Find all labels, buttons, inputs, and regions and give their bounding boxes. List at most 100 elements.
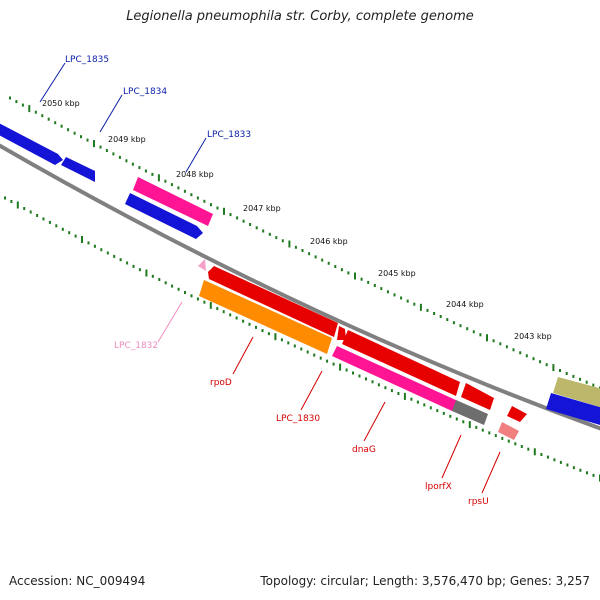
minor-tick <box>105 149 108 152</box>
minor-tick <box>248 322 251 326</box>
minor-tick <box>579 468 582 472</box>
gene-small-red-arrow[interactable] <box>337 326 346 340</box>
minor-tick <box>34 110 37 114</box>
gene-upper-unnamed[interactable] <box>125 193 203 239</box>
minor-tick <box>472 330 475 334</box>
minor-tick <box>216 206 219 210</box>
minor-tick <box>326 359 329 363</box>
gene-lporfx[interactable] <box>452 400 488 425</box>
minor-tick <box>268 232 271 236</box>
gene-rpod[interactable] <box>208 266 338 337</box>
gene-red-arrow-mid[interactable] <box>461 383 494 410</box>
gene-label-lporfx[interactable]: lporfX <box>425 482 452 492</box>
minor-tick <box>413 302 416 306</box>
minor-tick <box>373 284 376 287</box>
leader-lpc-1830 <box>300 370 323 411</box>
minor-tick <box>519 351 522 355</box>
gene-label-lpc-1834[interactable]: LPC_1834 <box>123 87 167 97</box>
gene-lpc-1835[interactable] <box>0 121 63 165</box>
gene-upper-khaki[interactable] <box>553 377 600 410</box>
gene-label-lpc-1833[interactable]: LPC_1833 <box>207 130 251 140</box>
minor-tick <box>492 339 495 343</box>
minor-tick <box>527 447 530 451</box>
kbp-label: 2050 kbp <box>42 99 80 108</box>
minor-tick <box>73 131 76 135</box>
minor-tick <box>545 363 548 367</box>
gene-magenta-lower[interactable] <box>332 346 458 411</box>
minor-tick <box>532 357 535 361</box>
gene-dnag[interactable] <box>342 330 460 396</box>
minor-tick <box>306 350 309 354</box>
minor-tick <box>190 294 193 298</box>
minor-tick <box>439 315 442 318</box>
gene-label-lpc-1832[interactable]: LPC_1832 <box>114 341 158 351</box>
minor-tick <box>499 342 502 346</box>
minor-tick <box>216 307 219 311</box>
minor-tick <box>442 411 445 415</box>
minor-tick <box>347 271 350 275</box>
minor-tick <box>390 389 393 393</box>
minor-tick <box>203 199 206 203</box>
minor-tick <box>327 261 330 265</box>
gene-upper-blue-right[interactable] <box>546 393 600 428</box>
minor-tick <box>494 434 497 438</box>
minor-tick <box>479 333 482 337</box>
minor-tick <box>475 425 478 429</box>
minor-tick <box>99 145 102 149</box>
minor-tick <box>118 155 121 159</box>
minor-tick <box>42 217 45 221</box>
minor-tick <box>242 319 245 323</box>
major-tick <box>93 140 95 148</box>
minor-tick <box>501 436 504 440</box>
gene-label-dnag[interactable]: dnaG <box>352 445 376 455</box>
minor-tick <box>183 189 186 193</box>
kbp-label: 2044 kbp <box>446 300 484 309</box>
minor-tick <box>280 338 283 342</box>
gene-label-lpc-1835[interactable]: LPC_1835 <box>65 55 109 65</box>
minor-tick <box>426 308 429 312</box>
major-tick <box>288 240 291 248</box>
minor-tick <box>410 397 413 401</box>
minor-tick <box>371 380 374 384</box>
leader-lpc-1833 <box>185 137 207 173</box>
minor-tick <box>488 431 491 435</box>
minor-tick <box>314 255 317 259</box>
gene-lpc-1834[interactable] <box>61 157 95 182</box>
gene-lpc-1832[interactable] <box>198 259 206 271</box>
minor-tick <box>586 471 588 475</box>
minor-tick <box>308 252 311 256</box>
minor-tick <box>358 374 361 378</box>
major-tick <box>552 364 555 372</box>
minor-tick <box>380 287 383 291</box>
major-tick <box>403 392 406 400</box>
minor-tick <box>565 372 568 375</box>
gene-lpc-1833[interactable] <box>133 177 213 226</box>
gene-red-arrow-small[interactable] <box>507 406 527 422</box>
inner-tick-row <box>4 196 600 482</box>
lower-strand-genes <box>198 259 527 440</box>
minor-tick <box>505 345 508 349</box>
minor-tick <box>553 458 556 462</box>
minor-tick <box>546 455 549 459</box>
gene-label-rpsu[interactable]: rpsU <box>468 497 489 507</box>
minor-tick <box>236 216 239 220</box>
minor-tick <box>275 236 278 240</box>
leader-lpc-1832 <box>157 301 183 343</box>
gene-rpsu[interactable] <box>498 422 519 440</box>
minor-tick <box>452 321 455 325</box>
minor-tick <box>86 138 89 142</box>
gene-label-lpc-1830[interactable]: LPC_1830 <box>276 414 320 424</box>
minor-tick <box>423 403 426 407</box>
minor-tick <box>592 473 595 477</box>
minor-tick <box>520 445 523 448</box>
gene-lpc-1830[interactable] <box>199 280 332 354</box>
minor-tick <box>293 344 296 348</box>
gene-label-rpod[interactable]: rpoD <box>210 378 232 388</box>
minor-tick <box>164 281 167 285</box>
minor-tick <box>572 466 575 470</box>
minor-tick <box>406 299 409 303</box>
kbp-label: 2047 kbp <box>243 204 281 213</box>
minor-tick <box>352 371 354 375</box>
